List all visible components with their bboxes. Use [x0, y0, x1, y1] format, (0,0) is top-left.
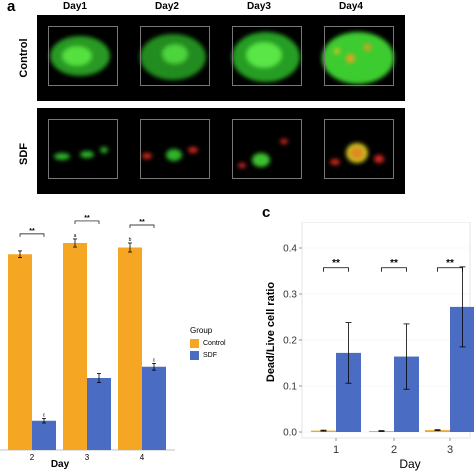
- micrograph-sdf-day1: [40, 111, 124, 191]
- right-bracket-3: [437, 267, 463, 272]
- left-bracket-3: [74, 220, 100, 224]
- legend: Group Control SDF: [190, 326, 226, 360]
- right-significance-1: **: [332, 258, 340, 269]
- left-point-label-control-3: a: [74, 233, 77, 239]
- left-bar-control-4: [118, 247, 142, 450]
- left-x-axis-label: Day: [51, 459, 70, 470]
- left-point-label-control-4: b: [129, 237, 132, 243]
- micrograph-sdf-day3: [224, 111, 308, 191]
- row-label-control: Control: [18, 38, 30, 78]
- micrograph-control-day2: [132, 18, 216, 98]
- right-significance-3: **: [446, 258, 454, 269]
- day-header-3: Day3: [247, 1, 271, 12]
- right-x-axis-label: Day: [399, 457, 420, 471]
- day-header-4: Day4: [339, 1, 363, 12]
- left-bar-sdf-2: [32, 420, 56, 450]
- chart-left: c ** 2 a ** 3 b c ** 4 Day: [0, 215, 175, 470]
- row-label-sdf: SDF: [18, 143, 30, 165]
- left-significance-4: **: [139, 219, 145, 226]
- right-y-axis-label: Dead/Live cell ratio: [265, 282, 277, 383]
- right-y-tick-label-4: 0.4: [283, 244, 297, 255]
- right-x-tick-label-2: 2: [391, 444, 397, 456]
- right-y-tick-label-0: 0.0: [283, 428, 297, 439]
- right-significance-2: **: [390, 258, 398, 269]
- left-bar-control-2: [8, 254, 32, 450]
- right-plot-area: [301, 222, 471, 439]
- legend-label-sdf: SDF: [203, 352, 217, 359]
- panel-c-letter: c: [262, 204, 271, 221]
- chart-right: 0.0 0.1 0.2 0.3 0.4 ** 1 ** 2 ** 3 Day Dead/Live c…: [265, 222, 474, 471]
- panel-a-letter: a: [7, 0, 16, 15]
- legend-item-control: Control: [190, 339, 226, 348]
- right-bracket-1: [323, 267, 349, 272]
- right-x-tick-label-3: 3: [447, 444, 453, 456]
- left-x-tick-2: 2: [30, 453, 35, 462]
- legend-title: Group: [190, 326, 213, 335]
- right-bar-control-3: [425, 430, 450, 432]
- micrograph-control-day1: [40, 18, 124, 98]
- right-bracket-2: [381, 267, 407, 272]
- right-y-tick-label-1: 0.1: [283, 382, 297, 393]
- right-y-tick-label-2: 0.2: [283, 336, 297, 347]
- micrograph-sdf-day4: [316, 111, 400, 191]
- left-bracket-4: [129, 224, 155, 228]
- left-bar-control-3: [63, 243, 87, 450]
- left-bar-sdf-3: [87, 378, 111, 450]
- left-x-tick-4: 4: [140, 453, 145, 462]
- day-header-1: Day1: [63, 1, 87, 12]
- legend-item-sdf: SDF: [190, 351, 226, 360]
- left-significance-3: **: [84, 215, 90, 222]
- micrograph-sdf-day2: [132, 111, 216, 191]
- left-point-label-sdf-2: c: [43, 413, 46, 419]
- left-x-tick-3: 3: [85, 453, 90, 462]
- left-significance-2: **: [29, 228, 35, 235]
- left-bracket-2: [19, 233, 45, 237]
- day-header-2: Day2: [155, 1, 179, 12]
- legend-swatch-control: [190, 339, 199, 348]
- right-y-tick-label-3: 0.3: [283, 290, 297, 301]
- micrograph-control-day4: [316, 18, 400, 98]
- legend-swatch-sdf: [190, 351, 199, 360]
- right-bar-sdf-3: [450, 306, 474, 432]
- left-bar-sdf-4: [142, 366, 166, 450]
- micrograph-control-day3: [224, 18, 308, 98]
- right-x-tick-label-1: 1: [333, 444, 339, 456]
- left-point-label-sdf-4: c: [153, 357, 156, 363]
- legend-label-control: Control: [203, 340, 226, 347]
